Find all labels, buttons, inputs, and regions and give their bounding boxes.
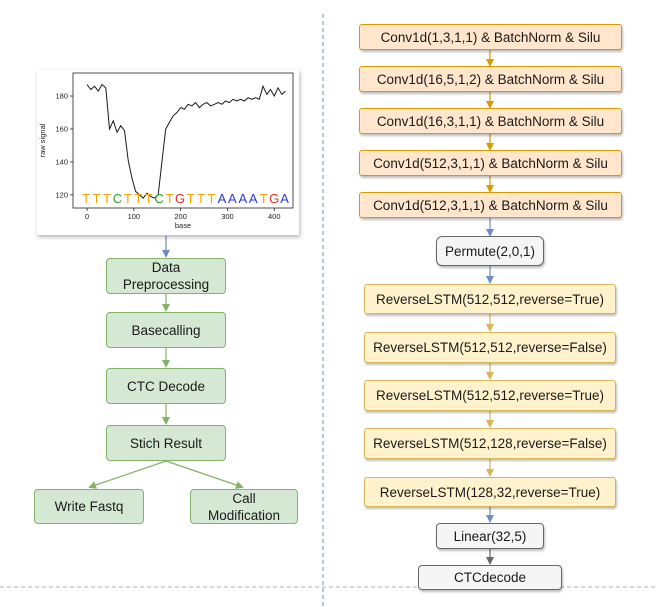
signal-line — [86, 83, 286, 199]
base-letter: T — [82, 191, 90, 206]
arrow-stitch-to-modification — [165, 460, 244, 489]
lstm-layer-3[interactable]: ReverseLSTM(512,512,reverse=True) — [364, 380, 616, 411]
y-tick-label: 120 — [55, 190, 68, 199]
lstm-layer-5-label: ReverseLSTM(128,32,reverse=True) — [379, 484, 601, 500]
call-modification-node[interactable]: Call Modification — [190, 489, 298, 524]
ctc-decode-label: CTC Decode — [126, 378, 206, 394]
base-letter: T — [197, 191, 205, 206]
ctc-decode-node[interactable]: CTC Decode — [106, 368, 226, 404]
base-letter: G — [175, 191, 185, 206]
y-tick-label: 160 — [55, 124, 68, 133]
basecalling-node[interactable]: Basecalling — [106, 312, 226, 348]
conv-layer-4-label: Conv1d(512,3,1,1) & BatchNorm & Silu — [373, 155, 608, 171]
base-letter: T — [187, 191, 195, 206]
write-fastq-node[interactable]: Write Fastq — [34, 489, 144, 524]
data-preprocessing-node[interactable]: Data Preprocessing — [106, 258, 226, 294]
y-tick-label: 180 — [55, 92, 68, 101]
base-letter: A — [249, 191, 258, 206]
permute-node[interactable]: Permute(2,0,1) — [436, 236, 544, 266]
linear-node[interactable]: Linear(32,5) — [436, 523, 544, 549]
lstm-layer-2-label: ReverseLSTM(512,512,reverse=False) — [373, 340, 607, 355]
conv-layer-1[interactable]: Conv1d(1,3,1,1) & BatchNorm & Silu — [359, 24, 622, 50]
lstm-layer-5[interactable]: ReverseLSTM(128,32,reverse=True) — [364, 477, 616, 507]
lstm-layer-1[interactable]: ReverseLSTM(512,512,reverse=True) — [364, 284, 616, 314]
x-tick-label: 400 — [268, 212, 281, 221]
conv-layer-5[interactable]: Conv1d(512,3,1,1) & BatchNorm & Silu — [359, 192, 622, 218]
plot-frame — [72, 72, 294, 209]
x-tick-label: 0 — [85, 212, 89, 221]
permute-label: Permute(2,0,1) — [444, 243, 536, 259]
base-letter: T — [166, 191, 174, 206]
arrow-stitch-to-fastq — [88, 460, 167, 489]
y-tick-label: 140 — [55, 157, 68, 166]
conv-layer-2-label: Conv1d(16,5,1,2) & BatchNorm & Silu — [376, 71, 605, 87]
base-letter: G — [269, 191, 279, 206]
base-letter: A — [280, 191, 289, 206]
conv-layer-3[interactable]: Conv1d(16,3,1,1) & BatchNorm & Silu — [359, 108, 622, 134]
call-modification-label: Call Modification — [207, 490, 281, 523]
base-letter: T — [260, 191, 268, 206]
y-axis-label: raw signal — [38, 123, 47, 157]
ctc-decode-output-node[interactable]: CTCdecode — [418, 565, 562, 590]
lstm-layer-2[interactable]: ReverseLSTM(512,512,reverse=False) — [364, 332, 616, 363]
signal-chart-svg: 0 100 200 300 400 120 140 160 180 base raw signal T… — [38, 72, 294, 230]
base-letter: C — [155, 191, 164, 206]
base-letter: A — [218, 191, 227, 206]
conv-layer-1-label: Conv1d(1,3,1,1) & BatchNorm & Silu — [380, 29, 601, 45]
base-letter: A — [228, 191, 237, 206]
lstm-layer-4[interactable]: ReverseLSTM(512,128,reverse=False) — [364, 428, 616, 459]
write-fastq-label: Write Fastq — [54, 499, 124, 514]
stitch-result-node[interactable]: Stich Result — [106, 425, 226, 461]
x-tick-label: 100 — [128, 212, 141, 221]
conv-layer-5-label: Conv1d(512,3,1,1) & BatchNorm & Silu — [373, 197, 608, 213]
conv-layer-2[interactable]: Conv1d(16,5,1,2) & BatchNorm & Silu — [359, 66, 622, 92]
stitch-result-label: Stich Result — [129, 435, 203, 451]
lstm-layer-3-label: ReverseLSTM(512,512,reverse=True) — [376, 388, 604, 403]
x-tick-label: 300 — [221, 212, 234, 221]
x-tick-label: 200 — [174, 212, 187, 221]
data-preprocessing-label: Data Preprocessing — [122, 260, 210, 292]
base-letter: T — [93, 191, 101, 206]
conv-layer-3-label: Conv1d(16,3,1,1) & BatchNorm & Silu — [376, 113, 605, 129]
base-letter: T — [207, 191, 215, 206]
lstm-layer-1-label: ReverseLSTM(512,512,reverse=True) — [376, 291, 604, 307]
signal-chart: 0 100 200 300 400 120 140 160 180 base raw signal T… — [37, 70, 299, 235]
base-letter: T — [103, 191, 111, 206]
ctc-decode-output-label: CTCdecode — [453, 570, 527, 585]
base-letter: C — [113, 191, 122, 206]
base-letter: A — [238, 191, 247, 206]
base-letter: T — [145, 191, 153, 206]
x-axis-label: base — [175, 221, 191, 230]
conv-layer-4[interactable]: Conv1d(512,3,1,1) & BatchNorm & Silu — [359, 150, 622, 176]
base-letter: T — [124, 191, 132, 206]
basecalling-label: Basecalling — [131, 322, 201, 338]
lstm-layer-4-label: ReverseLSTM(512,128,reverse=False) — [373, 436, 607, 451]
base-letter: T — [134, 191, 142, 206]
linear-label: Linear(32,5) — [453, 528, 527, 544]
